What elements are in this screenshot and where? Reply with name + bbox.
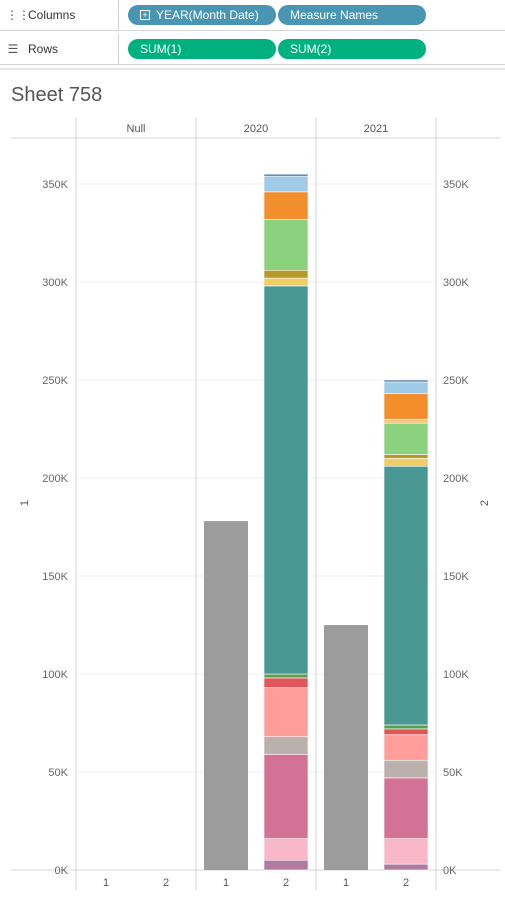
bar-segment-measure-2-2020-4	[263, 687, 309, 738]
measure-label-2: 2	[163, 877, 169, 889]
bar-segment-measure-2-2020-11	[263, 191, 309, 220]
y-tick-label-left: 300K	[42, 277, 68, 289]
sheet-title: Sheet 758	[11, 84, 103, 106]
bar-segment-measure-2-2020-8	[263, 277, 309, 287]
year-month-date-pill[interactable]: + YEAR(Month Date)	[128, 5, 276, 25]
bar-segment-measure-2-2021-1	[383, 838, 429, 865]
expand-icon[interactable]: +	[140, 10, 150, 20]
y-tick-label-right: 100K	[443, 669, 469, 681]
y-tick-label-right: 50K	[443, 767, 463, 779]
sum-2-pill-label: SUM(2)	[290, 42, 332, 56]
bar-segment-measure-2-2021-7	[383, 465, 429, 726]
rows-label-text: Rows	[28, 42, 59, 56]
bar-segment-measure-2-2020-9	[263, 269, 309, 279]
bar-segment-measure-2-2021-8	[383, 458, 429, 467]
measure-label-2: 2	[283, 877, 289, 889]
bar-segment-measure-2-2021-5	[383, 728, 429, 736]
columns-label-text: Columns	[28, 8, 76, 22]
bar-segment-measure-2-2020-12	[263, 175, 309, 193]
bar-segment-measure-2-2020-5	[263, 677, 309, 689]
bar-measure-1-2021	[324, 625, 368, 870]
bar-segment-measure-2-2021-13	[383, 381, 429, 395]
measure-label-1: 1	[223, 877, 229, 889]
bar-segment-measure-2-2020-0	[263, 859, 309, 871]
measure-names-pill-label: Measure Names	[290, 8, 379, 22]
y-tick-label-right: 150K	[443, 571, 469, 583]
bar-segment-measure-2-2021-2	[383, 777, 429, 839]
y-tick-label-left: 50K	[48, 767, 68, 779]
bar-segment-measure-2-2020-6	[263, 673, 309, 679]
bar-segment-measure-2-2021-12	[383, 393, 429, 420]
bar-segment-measure-2-2021-9	[383, 454, 429, 459]
bar-segment-measure-2-2020-2	[263, 754, 309, 839]
y-axis-title-right: 2	[479, 500, 491, 506]
bar-segment-measure-2-2021-11	[383, 418, 429, 424]
column-header-null: Null	[127, 123, 146, 135]
bar-segment-measure-2-2021-6	[383, 724, 429, 730]
measure-label-2: 2	[403, 877, 409, 889]
rows-icon: ☰	[7, 42, 19, 56]
y-tick-label-right: 0K	[443, 865, 457, 877]
bar-measure-1-2020	[204, 521, 248, 870]
y-tick-label-left: 0K	[55, 865, 69, 877]
y-axis-title-left: 1	[19, 500, 31, 506]
columns-shelf-label: ⋮⋮ Columns	[0, 0, 119, 30]
y-tick-label-right: 350K	[443, 179, 469, 191]
measure-label-1: 1	[103, 877, 109, 889]
bar-segment-measure-2-2021-3	[383, 759, 429, 779]
y-tick-label-right: 250K	[443, 375, 469, 387]
bar-segment-measure-2-2020-1	[263, 838, 309, 861]
bar-segment-measure-2-2021-4	[383, 734, 429, 761]
measure-names-pill[interactable]: Measure Names	[278, 5, 426, 25]
shelf-divider	[0, 68, 505, 70]
y-tick-label-left: 200K	[42, 473, 68, 485]
measure-label-1: 1	[343, 877, 349, 889]
rows-shelf: ☰ Rows SUM(1) SUM(2)	[0, 34, 505, 65]
bar-segment-measure-2-2020-10	[263, 218, 309, 271]
y-tick-label-right: 300K	[443, 277, 469, 289]
bar-segment-measure-2-2020-3	[263, 736, 309, 755]
y-tick-label-left: 250K	[42, 375, 68, 387]
column-header-2021: 2021	[364, 123, 388, 135]
rows-shelf-label: ☰ Rows	[0, 34, 119, 64]
bar-segment-measure-2-2021-0	[383, 863, 429, 871]
column-header-2020: 2020	[244, 123, 268, 135]
bar-segment-measure-2-2021-14	[383, 379, 429, 383]
sum-2-pill[interactable]: SUM(2)	[278, 39, 426, 59]
sum-1-pill[interactable]: SUM(1)	[128, 39, 276, 59]
columns-shelf: ⋮⋮ Columns + YEAR(Month Date) Measure Na…	[0, 0, 505, 31]
bar-segment-measure-2-2020-13	[263, 173, 309, 177]
bar-segment-measure-2-2021-10	[383, 422, 429, 455]
y-tick-label-left: 100K	[42, 669, 68, 681]
y-tick-label-left: 350K	[42, 179, 68, 191]
year-pill-label: YEAR(Month Date)	[156, 8, 259, 22]
y-tick-label-left: 150K	[42, 571, 68, 583]
sum-1-pill-label: SUM(1)	[140, 42, 182, 56]
bar-segment-measure-2-2020-7	[263, 285, 309, 675]
y-tick-label-right: 200K	[443, 473, 469, 485]
